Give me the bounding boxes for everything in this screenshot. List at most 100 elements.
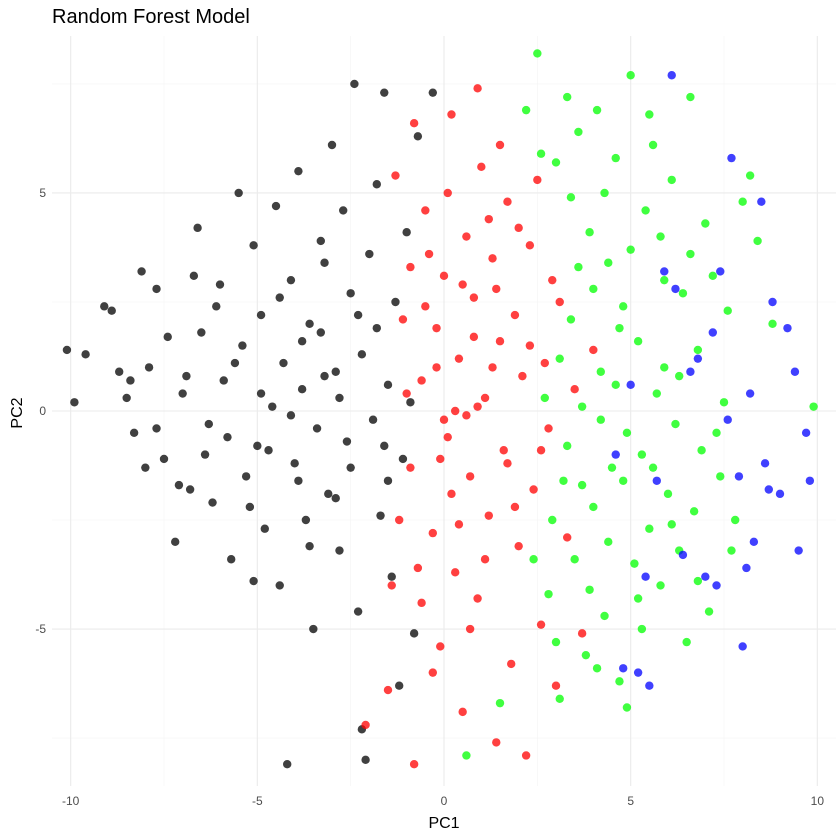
data-point <box>514 541 523 551</box>
data-point <box>260 524 269 533</box>
data-point <box>533 175 542 185</box>
data-point <box>671 419 680 429</box>
data-point <box>592 105 602 115</box>
data-point <box>469 293 479 302</box>
data-point <box>383 476 393 485</box>
data-point <box>540 393 549 403</box>
data-point <box>521 751 531 760</box>
data-point <box>716 267 725 276</box>
data-point <box>656 232 665 241</box>
data-point <box>675 371 684 381</box>
data-point <box>462 751 471 760</box>
data-point <box>495 337 505 346</box>
data-point <box>320 258 329 267</box>
data-point <box>171 537 180 547</box>
data-point <box>286 275 296 285</box>
data-point <box>712 581 721 590</box>
data-point <box>652 476 661 485</box>
data-point <box>686 249 695 259</box>
data-point <box>122 393 131 403</box>
data-point <box>439 271 449 281</box>
data-point <box>406 398 415 407</box>
data-point <box>555 694 564 703</box>
data-point <box>615 677 624 686</box>
data-point <box>611 153 620 163</box>
data-point <box>626 380 635 390</box>
data-point <box>402 228 411 237</box>
tick-labels: -10 -5 0 5 10 -5 0 5 <box>35 186 824 808</box>
data-point <box>107 306 116 315</box>
data-point <box>406 262 415 272</box>
data-point <box>372 323 381 333</box>
data-point <box>693 354 703 363</box>
data-point <box>633 337 643 346</box>
y-tick-label: 0 <box>39 404 46 418</box>
data-point <box>227 555 236 564</box>
data-point <box>361 755 370 765</box>
data-point <box>137 267 146 276</box>
data-point <box>353 607 363 616</box>
data-point <box>630 559 639 568</box>
data-point <box>622 428 632 438</box>
data-point <box>619 476 628 485</box>
data-point <box>510 310 520 320</box>
data-point <box>652 389 661 398</box>
data-point <box>174 480 184 490</box>
data-points <box>62 49 818 769</box>
data-point <box>645 524 654 533</box>
data-point <box>193 223 202 233</box>
data-point <box>253 441 262 451</box>
data-point <box>488 363 497 372</box>
data-point <box>585 585 594 594</box>
data-point <box>648 140 658 150</box>
data-point <box>413 132 423 141</box>
data-point <box>660 275 669 285</box>
data-point <box>342 437 352 446</box>
data-point <box>346 289 355 298</box>
data-point <box>637 450 647 459</box>
data-point <box>331 367 340 376</box>
x-tick-label: -5 <box>252 794 263 808</box>
data-point <box>488 254 497 263</box>
data-point <box>417 376 426 385</box>
data-point <box>305 319 314 328</box>
grid-lines <box>52 36 836 786</box>
data-point <box>421 206 430 215</box>
data-point <box>749 537 759 547</box>
data-point <box>801 428 811 438</box>
data-point <box>633 594 643 603</box>
data-point <box>548 275 557 285</box>
data-point <box>409 629 419 638</box>
data-point <box>619 664 628 673</box>
data-point <box>297 337 307 346</box>
data-point <box>731 515 740 525</box>
data-point <box>704 607 714 616</box>
data-point <box>645 681 654 690</box>
data-point <box>290 459 299 468</box>
data-point <box>320 371 329 381</box>
data-point <box>152 424 161 433</box>
data-point <box>81 350 90 359</box>
data-point <box>436 642 445 651</box>
data-point <box>144 363 154 372</box>
data-point <box>753 236 762 246</box>
data-point <box>409 119 419 128</box>
data-point <box>648 463 658 472</box>
data-point <box>622 703 632 712</box>
data-point <box>686 92 695 102</box>
data-point <box>115 367 124 376</box>
data-point <box>357 350 367 359</box>
data-point <box>189 271 199 281</box>
data-point <box>316 328 325 337</box>
x-axis-title: PC1 <box>428 815 459 832</box>
data-point <box>305 541 314 551</box>
data-point <box>536 446 546 455</box>
data-point <box>473 84 482 93</box>
data-point <box>671 284 680 294</box>
y-tick-label: -5 <box>35 622 46 636</box>
data-point <box>697 446 706 455</box>
y-axis-title: PC2 <box>9 397 26 428</box>
data-point <box>581 650 591 660</box>
data-point <box>521 105 531 115</box>
